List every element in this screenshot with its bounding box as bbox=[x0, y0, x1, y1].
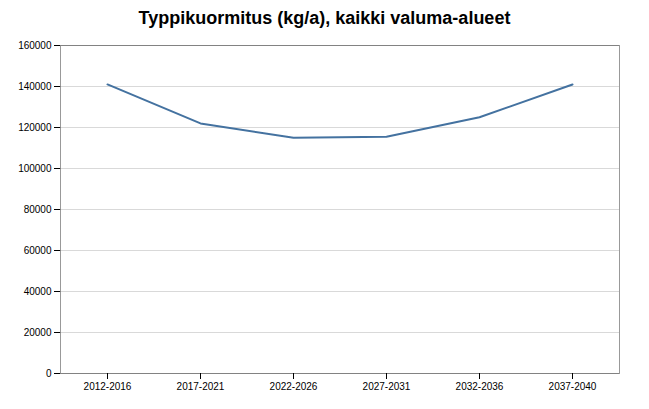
svg-text:140000: 140000 bbox=[18, 81, 52, 92]
svg-text:0: 0 bbox=[46, 368, 52, 379]
svg-text:2037-2040: 2037-2040 bbox=[549, 381, 597, 392]
svg-text:100000: 100000 bbox=[18, 163, 52, 174]
svg-text:120000: 120000 bbox=[18, 122, 52, 133]
svg-text:80000: 80000 bbox=[24, 204, 52, 215]
svg-text:20000: 20000 bbox=[24, 327, 52, 338]
svg-text:2012-2016: 2012-2016 bbox=[84, 381, 132, 392]
svg-text:2022-2026: 2022-2026 bbox=[270, 381, 318, 392]
svg-text:2017-2021: 2017-2021 bbox=[177, 381, 225, 392]
svg-text:2032-2036: 2032-2036 bbox=[456, 381, 504, 392]
svg-text:40000: 40000 bbox=[24, 286, 52, 297]
html-text:Typpikuormitus (kg/a), kaikki: Typpikuormitus (kg/a), kaikki valuma-alu… bbox=[138, 8, 511, 28]
svg-text:2027-2031: 2027-2031 bbox=[363, 381, 411, 392]
svg-text:160000: 160000 bbox=[18, 40, 52, 51]
svg-text:60000: 60000 bbox=[24, 245, 52, 256]
